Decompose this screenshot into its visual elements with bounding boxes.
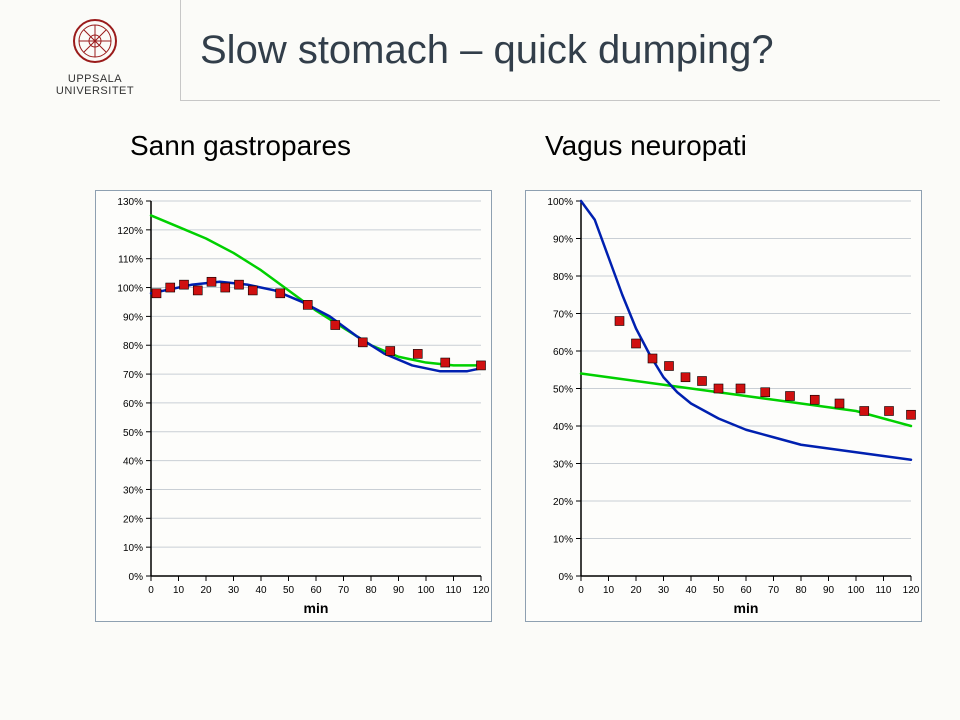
svg-text:20: 20 (200, 585, 212, 596)
uni-line2: UNIVERSITET (30, 85, 160, 97)
svg-text:50%: 50% (553, 385, 573, 396)
svg-text:100%: 100% (547, 197, 573, 208)
svg-text:40: 40 (255, 585, 267, 596)
svg-text:110: 110 (446, 585, 462, 596)
svg-text:30%: 30% (123, 485, 143, 496)
svg-text:100: 100 (848, 585, 865, 596)
svg-text:90%: 90% (553, 235, 573, 246)
svg-text:110: 110 (876, 585, 892, 596)
chart-sann-gastropares: 0% 10% 20% 30% 40% 50% 60% 70% 80% 90% 100% 110% 120… (95, 190, 492, 622)
left-chart-title: Sann gastropares (130, 130, 351, 162)
header-divider (180, 0, 181, 100)
svg-text:0: 0 (148, 585, 154, 596)
svg-text:70%: 70% (553, 310, 573, 321)
svg-text:30%: 30% (553, 460, 573, 471)
svg-text:40%: 40% (123, 457, 143, 468)
university-name: UPPSALA UNIVERSITET (30, 73, 160, 97)
svg-text:80: 80 (365, 585, 377, 596)
svg-text:min: min (734, 600, 759, 616)
svg-text:50: 50 (713, 585, 725, 596)
seal-icon (72, 18, 118, 64)
uni-line1: UPPSALA (30, 73, 160, 85)
svg-text:90%: 90% (123, 312, 143, 323)
svg-text:90: 90 (393, 585, 405, 596)
svg-text:70: 70 (338, 585, 350, 596)
svg-text:10%: 10% (123, 543, 143, 554)
header: UPPSALA UNIVERSITET Slow stomach – quick… (0, 0, 960, 100)
university-logo: UPPSALA UNIVERSITET (30, 18, 160, 97)
svg-text:80%: 80% (553, 272, 573, 283)
slide-title: Slow stomach – quick dumping? (200, 28, 774, 73)
svg-text:110%: 110% (118, 255, 143, 266)
svg-text:30: 30 (228, 585, 240, 596)
svg-text:min: min (304, 600, 329, 616)
svg-text:120%: 120% (117, 226, 143, 237)
svg-text:10: 10 (173, 585, 185, 596)
svg-text:0: 0 (578, 585, 584, 596)
svg-text:20%: 20% (123, 514, 143, 525)
svg-text:100%: 100% (117, 284, 143, 295)
svg-text:30: 30 (658, 585, 670, 596)
svg-text:40: 40 (685, 585, 697, 596)
svg-text:60: 60 (740, 585, 752, 596)
svg-text:50: 50 (283, 585, 295, 596)
svg-text:10%: 10% (553, 535, 573, 546)
chart-vagus-neuropati: 0% 10% 20% 30% 40% 50% 60% 70% 80% 90% 100% 0 10 20 30… (525, 190, 922, 622)
svg-text:20: 20 (630, 585, 642, 596)
svg-text:120: 120 (473, 585, 490, 596)
svg-text:20%: 20% (553, 497, 573, 508)
svg-text:130%: 130% (117, 197, 143, 208)
svg-text:0%: 0% (129, 572, 144, 583)
svg-text:90: 90 (823, 585, 835, 596)
svg-text:80%: 80% (123, 341, 143, 352)
svg-text:50%: 50% (123, 428, 143, 439)
svg-text:120: 120 (903, 585, 920, 596)
svg-text:60%: 60% (123, 399, 143, 410)
svg-text:0%: 0% (559, 572, 574, 583)
right-chart-title: Vagus neuropati (545, 130, 747, 162)
svg-text:60%: 60% (553, 347, 573, 358)
svg-text:10: 10 (603, 585, 615, 596)
svg-text:40%: 40% (553, 422, 573, 433)
svg-text:70: 70 (768, 585, 780, 596)
svg-text:60: 60 (310, 585, 322, 596)
svg-text:70%: 70% (123, 370, 143, 381)
svg-text:100: 100 (418, 585, 435, 596)
svg-text:80: 80 (795, 585, 807, 596)
header-rule (180, 100, 940, 101)
slide-root: { "university": {"line1":"UPPSALA","line… (0, 0, 960, 720)
